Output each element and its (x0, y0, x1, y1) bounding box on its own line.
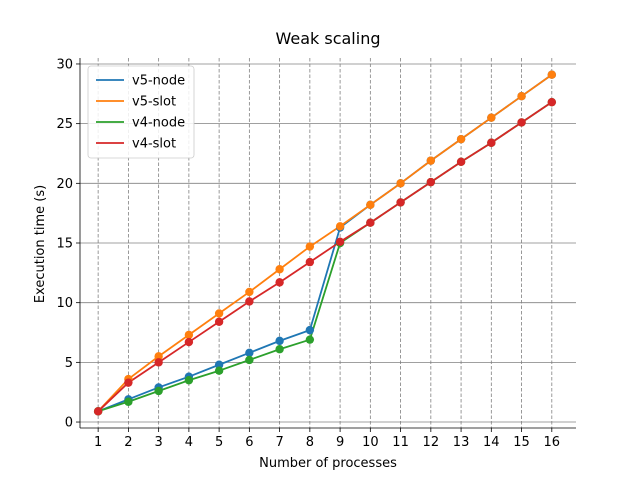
x-tick-label: 13 (453, 435, 470, 450)
x-tick-label: 11 (392, 435, 409, 450)
data-point-v5-slot (366, 200, 375, 210)
data-point-v4-node (245, 355, 254, 365)
x-axis-label: Number of processes (259, 456, 397, 471)
data-point-v5-slot (547, 70, 557, 79)
data-point-v5-slot (305, 242, 315, 251)
data-point-v4-slot (487, 138, 496, 147)
data-point-v5-slot (214, 309, 224, 318)
data-point-v5-slot (426, 156, 436, 165)
series-line-v5-slot (97, 73, 553, 412)
data-point-v4-node (184, 376, 194, 385)
legend-label-v5-slot: v5-slot (132, 95, 176, 110)
x-tick-label: 14 (483, 435, 500, 450)
data-point-v5-slot (275, 265, 284, 274)
data-point-v4-slot (184, 337, 194, 347)
data-point-v4-slot (214, 317, 224, 326)
data-point-v5-slot (456, 134, 466, 144)
data-point-v5-slot (396, 179, 405, 188)
x-tick-label: 15 (513, 435, 530, 450)
x-tick-label: 4 (185, 435, 193, 450)
x-tick-label: 10 (362, 435, 379, 450)
data-point-v4-slot (335, 237, 345, 247)
data-point-v5-slot (154, 352, 163, 361)
y-tick-label: 0 (65, 416, 73, 431)
x-tick-label: 12 (423, 435, 440, 450)
data-point-v4-slot (93, 407, 103, 416)
data-point-v5-slot (487, 113, 496, 122)
legend-box (87, 65, 195, 159)
y-tick-label: 15 (56, 237, 73, 252)
data-point-v4-slot (396, 198, 405, 207)
data-point-v5-node (275, 336, 284, 346)
x-tick-label: 9 (336, 435, 344, 450)
chart-title: Weak scaling (275, 29, 380, 48)
data-point-v4-slot (426, 177, 436, 187)
x-tick-label: 16 (544, 435, 561, 450)
data-point-v5-node (245, 348, 254, 358)
x-tick-label: 6 (245, 435, 253, 450)
data-point-v5-node (305, 325, 315, 335)
data-point-v4-node (305, 335, 315, 344)
data-point-v5-slot (184, 330, 194, 340)
data-point-v5-slot (335, 222, 345, 231)
y-tick-label: 25 (56, 117, 73, 132)
data-point-v5-node (214, 360, 224, 369)
legend: v5-node v5-slot v4-node v4-slot (87, 65, 195, 159)
x-tick-label: 3 (154, 435, 162, 450)
x-tick-label: 8 (306, 435, 314, 450)
y-tick-label: 20 (56, 177, 73, 192)
y-tick-label: 10 (56, 296, 73, 311)
legend-label-v4-node: v4-node (132, 116, 185, 131)
data-point-v4-node (275, 345, 284, 354)
data-point-v4-slot (305, 257, 315, 267)
legend-label-v4-slot: v4-slot (132, 137, 176, 152)
x-tick-label: 5 (215, 435, 223, 450)
data-point-v4-node (124, 397, 133, 406)
x-tick-label: 2 (124, 435, 132, 450)
data-point-v5-slot (245, 287, 254, 297)
data-point-v4-node (214, 366, 224, 375)
data-point-v5-slot (517, 91, 526, 101)
data-point-v4-slot (366, 218, 375, 227)
data-point-v4-slot (124, 378, 133, 387)
data-point-v4-slot (517, 118, 526, 127)
data-point-v4-slot (245, 297, 254, 306)
x-tick-label: 7 (275, 435, 283, 450)
y-tick-label: 5 (65, 356, 73, 371)
legend-label-v5-node: v5-node (132, 74, 185, 89)
data-point-v4-slot (275, 278, 284, 287)
data-point-v4-slot (547, 97, 557, 107)
data-point-v4-slot (456, 157, 466, 167)
y-tick-label: 30 (56, 57, 73, 72)
data-point-v4-slot (154, 358, 163, 367)
series-line-v4-slot (97, 101, 553, 412)
series (93, 70, 557, 416)
data-point-v4-node (154, 386, 163, 396)
y-axis-label: Execution time (s) (33, 185, 48, 303)
x-tick-label: 1 (94, 435, 102, 450)
